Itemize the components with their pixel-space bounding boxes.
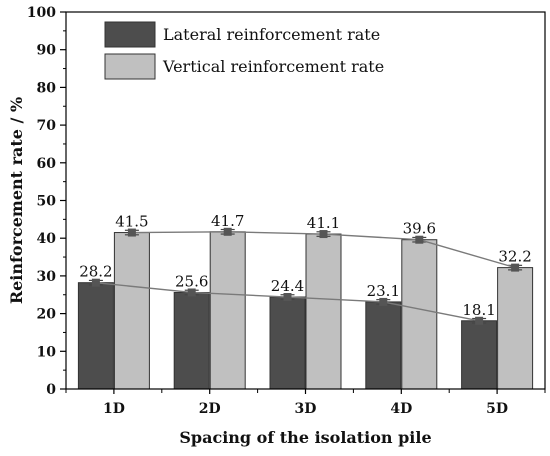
marker-vertical-1D <box>127 228 136 237</box>
data-label-0-3D: 24.4 <box>271 277 304 295</box>
y-tick-label-50: 50 <box>37 194 57 210</box>
y-axis-title: Reinforcement rate / % <box>7 97 26 304</box>
y-tick-label-0: 0 <box>46 382 56 398</box>
y-tick-label-10: 10 <box>37 344 57 360</box>
bar-lateral-2D <box>173 291 210 390</box>
legend-label-vertical: Vertical reinforcement rate <box>162 57 384 76</box>
data-label-0-5D: 18.1 <box>462 301 495 319</box>
legend-swatch-vertical <box>104 53 156 80</box>
x-tick-label-2D: 2D <box>199 401 221 417</box>
y-tick-label-80: 80 <box>37 80 57 96</box>
data-label-1-2D: 41.7 <box>211 212 244 230</box>
bar-vertical-4D <box>401 239 438 390</box>
y-tick-label-60: 60 <box>37 156 57 172</box>
marker-lateral-3D <box>283 293 292 302</box>
bar-vertical-1D <box>113 232 150 390</box>
y-tick-label-40: 40 <box>37 231 57 247</box>
x-tick-label-4D: 4D <box>390 401 412 417</box>
bars-layer <box>77 228 534 390</box>
y-tick-label-90: 90 <box>37 43 57 59</box>
y-tick-label-100: 100 <box>27 5 56 21</box>
x-tick-label-1D: 1D <box>103 401 125 417</box>
marker-lateral-2D <box>187 288 196 297</box>
marker-lateral-4D <box>379 297 388 306</box>
legend: Lateral reinforcement rate Vertical reinf… <box>104 21 384 80</box>
data-label-1-1D: 41.5 <box>115 213 148 231</box>
y-tick-label-20: 20 <box>37 307 57 323</box>
bar-vertical-2D <box>209 231 246 390</box>
y-tick-label-70: 70 <box>37 118 57 134</box>
data-label-1-5D: 32.2 <box>498 248 531 266</box>
data-label-1-4D: 39.6 <box>403 220 436 238</box>
marker-lateral-1D <box>91 278 100 287</box>
data-label-0-2D: 25.6 <box>175 272 208 290</box>
bar-lateral-4D <box>365 301 402 390</box>
bar-lateral-3D <box>269 296 306 390</box>
bar-vertical-5D <box>497 267 534 390</box>
bar-lateral-1D <box>77 282 114 390</box>
x-tick-label-5D: 5D <box>486 401 508 417</box>
bar-vertical-3D <box>305 233 342 390</box>
marker-lateral-5D <box>475 316 484 325</box>
bar-lateral-5D <box>461 320 498 390</box>
x-axis-title: Spacing of the isolation pile <box>179 428 431 447</box>
data-label-1-3D: 41.1 <box>307 214 340 232</box>
legend-label-lateral: Lateral reinforcement rate <box>163 25 380 44</box>
marker-vertical-4D <box>415 235 424 244</box>
data-labels-layer: 28.2 41.5 25.6 41.7 24.4 41.1 23.1 39.6 18.1 32.2 <box>79 212 532 319</box>
x-tick-label-3D: 3D <box>295 401 317 417</box>
marker-vertical-2D <box>223 227 232 236</box>
data-label-0-4D: 23.1 <box>367 282 400 300</box>
legend-swatch-lateral <box>104 21 156 48</box>
data-label-0-1D: 28.2 <box>79 263 112 281</box>
marker-vertical-5D <box>511 263 520 272</box>
y-tick-label-30: 30 <box>37 269 57 285</box>
marker-vertical-3D <box>319 230 328 239</box>
trend-lines-layer <box>91 227 520 325</box>
axes-layer: 0 10 20 30 40 50 60 70 80 90 100 1D 2D 3D 4D 5D <box>27 5 546 417</box>
